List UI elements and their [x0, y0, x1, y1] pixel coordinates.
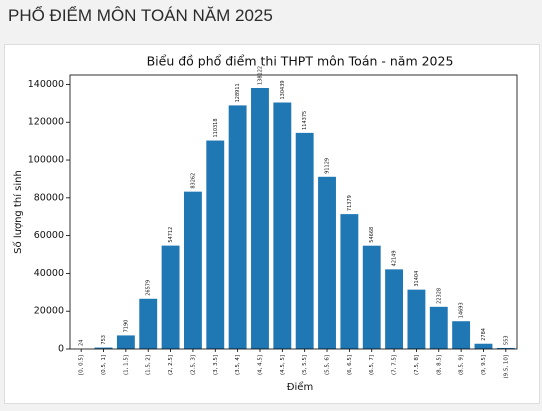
x-tick-label: (9.5, 10]	[503, 355, 509, 379]
y-tick-label: 60000	[34, 230, 64, 241]
chart-card	[4, 44, 540, 404]
y-tick-label: 100000	[28, 155, 64, 166]
value-label: 83262	[190, 173, 196, 189]
x-tick-label: [0, 0.5]	[79, 355, 85, 375]
x-tick-label: (5, 5.5]	[302, 355, 308, 375]
y-tick-label: 140000	[28, 79, 64, 90]
x-tick-label: (5.5, 6]	[325, 355, 331, 375]
y-tick-label: 20000	[34, 306, 64, 317]
x-tick-label: (1, 1.5]	[123, 355, 129, 375]
x-tick-label: (6, 6.5]	[347, 355, 353, 375]
bar	[496, 347, 515, 349]
bar	[228, 105, 247, 349]
value-label: 22328	[436, 288, 442, 304]
bar	[340, 214, 359, 349]
x-tick-label: (8.5, 9]	[459, 355, 465, 375]
x-tick-label: (0.5, 1]	[101, 355, 107, 375]
x-tick-label: (6.5, 7]	[369, 355, 375, 375]
chart-title: Biểu đồ phổ điểm thi THPT môn Toán - năm…	[147, 54, 454, 69]
x-tick-label: (4, 4.5]	[257, 355, 263, 375]
bar	[362, 245, 381, 349]
bar	[295, 132, 314, 349]
value-label: 42149	[392, 250, 398, 266]
bar	[116, 335, 135, 349]
y-tick-label: 120000	[28, 117, 64, 128]
bar	[273, 102, 292, 350]
x-tick-label: (2.5, 3]	[190, 355, 196, 375]
value-label: 753	[101, 335, 107, 345]
y-tick-label: 80000	[34, 192, 64, 203]
x-axis-label: Điểm	[287, 380, 313, 393]
value-label: 54668	[369, 227, 375, 243]
bar	[452, 321, 471, 349]
bar	[206, 140, 225, 349]
value-label: 26579	[146, 280, 152, 296]
y-axis-label: Số lượng thí sinh	[12, 170, 24, 254]
bar	[251, 87, 269, 350]
x-tick-label: (9, 9.5]	[481, 355, 487, 375]
bar	[94, 347, 113, 349]
value-label: 553	[503, 335, 509, 345]
value-label: 31404	[414, 271, 420, 287]
x-tick-label: (4.5, 5]	[280, 355, 286, 375]
plot-frame	[69, 74, 518, 350]
value-label: 138122	[257, 66, 263, 85]
x-tick-label: (7, 7.5]	[392, 355, 398, 375]
y-tick-label: 0	[58, 344, 64, 355]
value-label: 71379	[347, 195, 353, 211]
x-tick-label: (1.5, 2]	[146, 355, 152, 375]
value-label: 24	[79, 340, 85, 346]
x-tick-label: (2, 2.5]	[168, 355, 174, 375]
value-label: 14693	[459, 302, 465, 318]
x-tick-label: (7.5, 8]	[414, 355, 420, 375]
bar	[139, 298, 158, 349]
bar	[318, 176, 336, 349]
x-tick-label: (3.5, 4]	[235, 355, 241, 375]
value-label: 91129	[325, 158, 331, 174]
value-label: 114375	[302, 111, 308, 130]
bar	[407, 289, 426, 349]
y-tick-label: 40000	[34, 268, 64, 279]
page-title: PHỔ ĐIỂM MÔN TOÁN NĂM 2025	[8, 6, 273, 25]
bar	[183, 191, 202, 349]
bar	[161, 245, 180, 349]
bar	[385, 269, 404, 349]
value-label: 130439	[280, 80, 286, 99]
value-label: 110318	[213, 118, 219, 137]
x-tick-label: (8, 8.5]	[436, 355, 442, 375]
value-label: 128911	[235, 83, 241, 102]
value-label: 7190	[123, 320, 129, 333]
value-label: 2784	[481, 328, 487, 341]
bar	[474, 343, 493, 349]
value-label: 54712	[168, 227, 174, 243]
bar	[429, 306, 448, 349]
x-tick-label: (3, 3.5]	[213, 355, 219, 375]
